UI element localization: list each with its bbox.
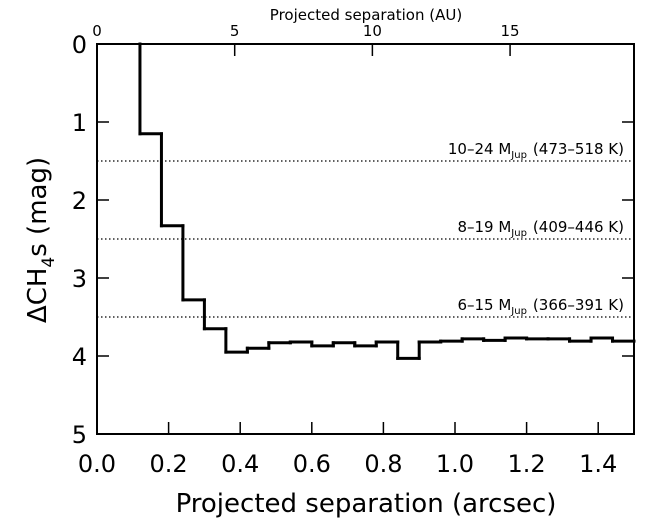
y-tick-label: 2 bbox=[72, 187, 87, 215]
y-tick-label: 1 bbox=[72, 109, 87, 137]
y-tick-label: 4 bbox=[72, 343, 87, 371]
label-main: 8–19 M bbox=[457, 218, 511, 236]
x-tick-label: 0.2 bbox=[150, 450, 188, 478]
x2-tick-label: 10 bbox=[363, 22, 382, 40]
y-tick-label: 5 bbox=[72, 421, 87, 449]
x-tick-label: 1.4 bbox=[579, 450, 617, 478]
plot-frame bbox=[96, 43, 635, 435]
label-rest: (473–518 K) bbox=[533, 140, 624, 158]
x-tick-label: 1.0 bbox=[436, 450, 474, 478]
x-axis-label: Projected separation (arcsec) bbox=[176, 489, 557, 519]
label-main: 10–24 M bbox=[448, 140, 511, 158]
reference-label: 6–15 MJup (366–391 K) bbox=[457, 296, 624, 317]
y-tick-label: 3 bbox=[72, 265, 87, 293]
x-tick-label: 0.6 bbox=[293, 450, 331, 478]
x2-tick-label: 0 bbox=[92, 22, 102, 40]
x-tick-label: 0.4 bbox=[221, 450, 259, 478]
x2-tick-label: 5 bbox=[230, 22, 240, 40]
label-sub: Jup bbox=[510, 228, 527, 239]
x-tick-label: 1.2 bbox=[508, 450, 546, 478]
y-label-sub: 4 bbox=[39, 257, 59, 268]
x2-axis-label: Projected separation (AU) bbox=[270, 6, 462, 24]
label-sub: Jup bbox=[510, 306, 527, 317]
label-rest: (366–391 K) bbox=[533, 296, 624, 314]
reference-label: 8–19 MJup (409–446 K) bbox=[457, 218, 624, 239]
y-label-rest: s (mag) bbox=[23, 157, 53, 257]
reference-label: 10–24 MJup (473–518 K) bbox=[448, 140, 624, 161]
label-rest: (409–446 K) bbox=[533, 218, 624, 236]
x-tick-label: 0.0 bbox=[78, 450, 116, 478]
x-tick-label: 0.8 bbox=[364, 450, 402, 478]
label-main: 6–15 M bbox=[457, 296, 511, 314]
x2-tick-label: 15 bbox=[501, 22, 520, 40]
y-label-main: ΔCH bbox=[23, 268, 53, 324]
y-tick-label: 0 bbox=[72, 31, 87, 59]
label-sub: Jup bbox=[510, 150, 527, 161]
y-axis-label: ΔCH4s (mag) bbox=[23, 157, 59, 323]
